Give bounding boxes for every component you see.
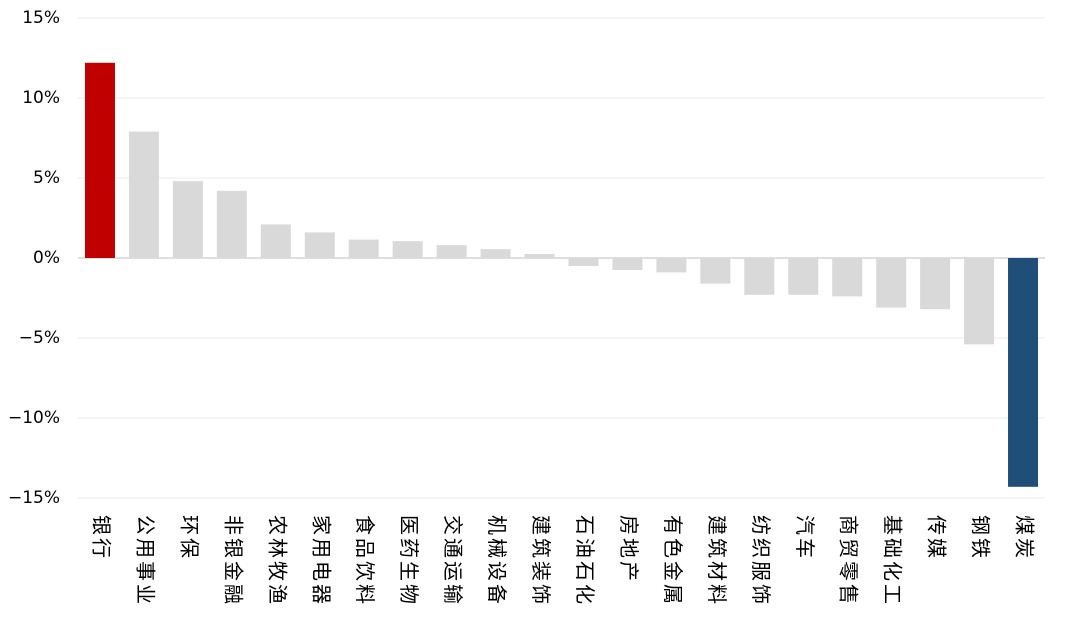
bar — [964, 258, 995, 345]
x-tick-label: 煤炭 — [1013, 515, 1037, 561]
x-tick-label: 建筑材料 — [705, 515, 729, 607]
x-tick-label: 农林牧渔 — [265, 515, 289, 607]
x-tick-label: 家用电器 — [309, 515, 333, 607]
x-tick-label: 公用事业 — [133, 515, 157, 607]
bar — [700, 258, 731, 284]
y-tick-label: 5% — [33, 168, 60, 188]
x-tick-label: 非银金融 — [221, 515, 245, 607]
x-tick-label: 交通运输 — [441, 515, 465, 607]
bar — [832, 258, 863, 297]
y-tick-label: −15% — [8, 488, 60, 508]
x-tick-label: 食品饮料 — [353, 515, 377, 607]
x-tick-label: 房地产 — [617, 515, 641, 584]
y-tick-label: 15% — [22, 8, 60, 28]
bar — [744, 258, 775, 295]
x-tick-label: 钢铁 — [969, 515, 993, 561]
bar — [172, 181, 203, 258]
x-tick-label: 机械设备 — [485, 515, 509, 607]
bar — [524, 254, 555, 258]
bar — [348, 239, 379, 258]
y-tick-label: 0% — [33, 248, 60, 268]
x-tick-label: 有色金属 — [661, 515, 685, 607]
x-tick-label: 石油石化 — [573, 515, 597, 607]
x-tick-label: 商贸零售 — [837, 515, 861, 607]
bar — [392, 241, 423, 258]
y-tick-label: 10% — [22, 88, 60, 108]
bar — [920, 258, 951, 310]
x-tick-label: 银行 — [89, 515, 113, 561]
bar — [128, 131, 159, 258]
x-tick-label: 汽车 — [793, 515, 817, 561]
bar — [568, 258, 599, 266]
x-tick-label: 环保 — [177, 515, 201, 561]
x-tick-label: 传媒 — [925, 515, 949, 561]
x-tick-label: 基础化工 — [881, 515, 905, 607]
x-tick-label: 纺织服饰 — [749, 515, 773, 607]
bar — [656, 258, 687, 273]
bar — [1008, 258, 1039, 487]
y-tick-label: −5% — [19, 328, 60, 348]
bar — [876, 258, 907, 308]
bar — [260, 224, 291, 258]
bar — [788, 258, 819, 295]
bar — [612, 258, 643, 270]
bar — [84, 62, 115, 258]
x-tick-label: 医药生物 — [397, 515, 421, 607]
x-tick-label: 建筑装饰 — [529, 515, 553, 607]
bar — [480, 249, 511, 258]
bar — [304, 232, 335, 258]
bar — [216, 190, 247, 258]
bar — [436, 245, 467, 258]
y-tick-label: −10% — [8, 408, 60, 428]
